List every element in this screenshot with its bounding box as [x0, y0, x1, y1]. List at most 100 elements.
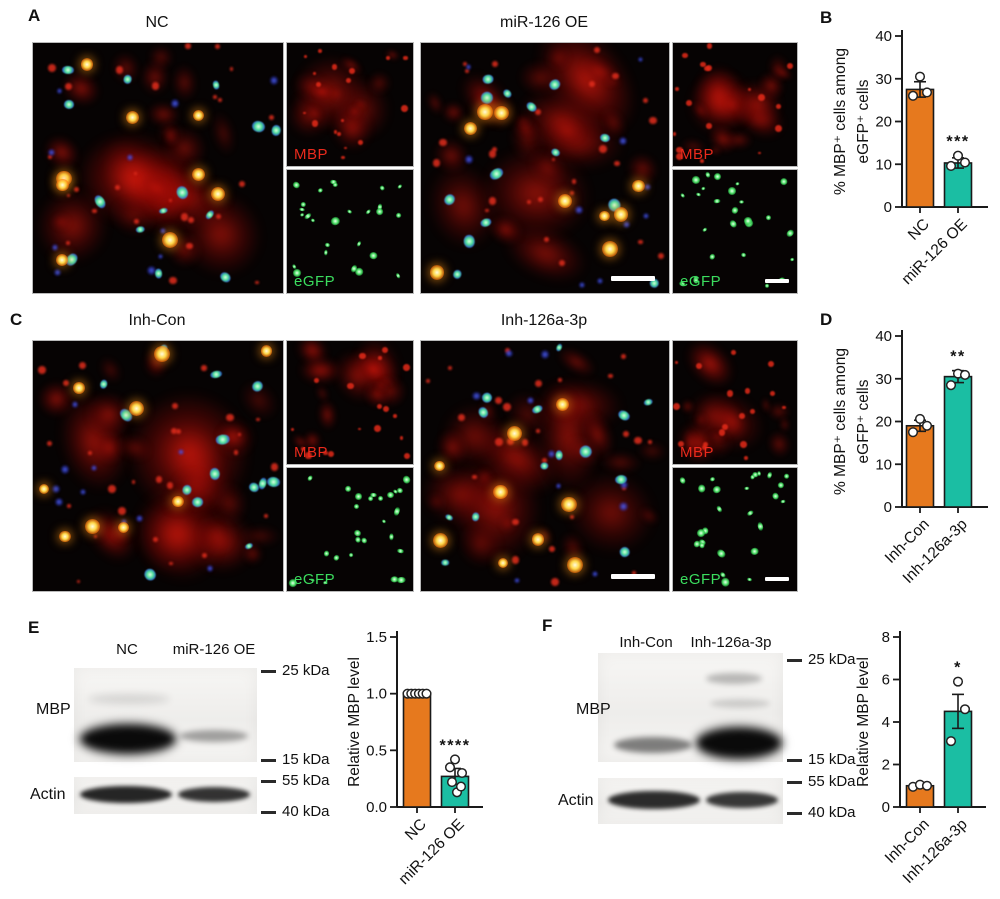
target-label: MBP — [36, 701, 71, 718]
red-speckle — [77, 579, 81, 583]
egfp-cell — [727, 186, 736, 196]
red-speckle — [133, 218, 140, 224]
dapi-nucleus — [540, 350, 550, 359]
y-tick-label: 30 — [875, 71, 892, 88]
y-tick-label: 6 — [882, 672, 890, 689]
mw-marker-dash — [787, 659, 802, 662]
red-speckle — [642, 98, 648, 103]
egfp-cell — [712, 171, 723, 182]
y-tick-label: 40 — [875, 28, 892, 45]
double-positive-cell — [555, 397, 569, 411]
dapi-nucleus — [643, 213, 650, 220]
scale-bar — [765, 577, 789, 581]
red-speckle — [229, 67, 234, 71]
red-speckle — [634, 436, 642, 445]
red-speckle — [674, 86, 680, 92]
double-positive-cell — [80, 58, 94, 71]
red-speckle — [558, 259, 566, 267]
egfp-cell — [452, 268, 463, 280]
panel-letter-d: D — [820, 310, 833, 329]
dapi-nucleus — [579, 282, 585, 288]
egfp-channel-inset: eGFP — [286, 467, 414, 592]
red-speckle — [485, 208, 489, 212]
red-speckle — [699, 158, 704, 163]
data-point — [952, 676, 964, 687]
red-speckle — [385, 55, 391, 61]
mw-marker-label: 25 kDa — [282, 662, 330, 679]
blot-band — [82, 726, 174, 752]
red-speckle — [588, 80, 596, 88]
red-speckle — [300, 447, 305, 451]
red-speckle — [201, 365, 207, 371]
red-speckle — [542, 458, 548, 464]
red-speckle — [758, 93, 765, 101]
egfp-cell — [344, 484, 353, 493]
double-positive-cell — [73, 382, 85, 394]
data-point — [455, 781, 467, 792]
egfp-cell — [292, 180, 302, 190]
egfp-cell — [750, 547, 759, 556]
egfp-cell — [705, 171, 712, 179]
egfp-cell — [354, 492, 362, 501]
red-speckle — [767, 360, 775, 368]
mw-marker-label: 15 kDa — [282, 751, 330, 768]
egfp-cell — [396, 183, 403, 190]
blot-band — [706, 792, 778, 808]
red-speckle — [403, 55, 408, 61]
egfp-cell — [396, 487, 404, 494]
red-speckle — [593, 46, 600, 53]
egfp-cell — [746, 509, 754, 517]
red-speckle — [491, 146, 498, 153]
y-tick-label: 40 — [875, 328, 892, 345]
red-speckle — [318, 49, 323, 54]
egfp-cell — [316, 186, 324, 194]
red-speckle — [358, 140, 364, 145]
double-positive-cell — [561, 496, 577, 512]
red-speckle — [676, 146, 684, 154]
dapi-nucleus — [464, 155, 474, 165]
red-speckle — [472, 474, 477, 480]
dapi-nucleus — [71, 401, 79, 408]
red-speckle — [782, 405, 786, 410]
dapi-nucleus — [591, 570, 598, 577]
data-point — [945, 380, 957, 391]
egfp-cell — [730, 206, 740, 215]
red-speckle — [612, 72, 620, 80]
red-speckle — [674, 360, 679, 365]
red-speckle — [291, 427, 295, 432]
egfp-cell — [719, 576, 731, 588]
egfp-cell — [346, 209, 353, 215]
red-speckle — [114, 185, 120, 191]
red-speckle — [682, 52, 688, 59]
bar-inh-126a-3p — [943, 375, 973, 508]
red-speckle — [526, 200, 531, 205]
red-speckle — [47, 441, 53, 447]
red-speckle — [67, 504, 71, 509]
red-speckle — [181, 213, 189, 221]
red-speckle — [66, 194, 70, 198]
red-speckle — [201, 552, 207, 558]
egfp-channel-inset: eGFP — [672, 169, 798, 294]
panel-letter-b: B — [820, 8, 833, 27]
red-speckle — [686, 99, 692, 106]
dapi-nucleus — [126, 154, 134, 162]
blot-band — [706, 673, 762, 684]
dapi-nucleus — [61, 465, 70, 474]
egfp-cell — [354, 536, 361, 544]
red-speckle — [740, 441, 748, 448]
red-speckle — [346, 78, 351, 84]
red-speckle — [569, 514, 575, 520]
mbp-channel-label: MBP — [680, 146, 715, 163]
mbp-channel-label: MBP — [294, 146, 329, 163]
red-speckle — [337, 132, 342, 137]
red-speckle — [786, 62, 794, 70]
data-point — [959, 157, 971, 168]
egfp-cell — [765, 471, 773, 480]
dapi-nucleus — [177, 449, 185, 456]
double-positive-cell — [154, 346, 170, 362]
blot-band — [88, 694, 170, 704]
y-tick-label: 10 — [875, 156, 892, 173]
red-speckle — [399, 436, 404, 440]
red-speckle — [347, 382, 354, 390]
